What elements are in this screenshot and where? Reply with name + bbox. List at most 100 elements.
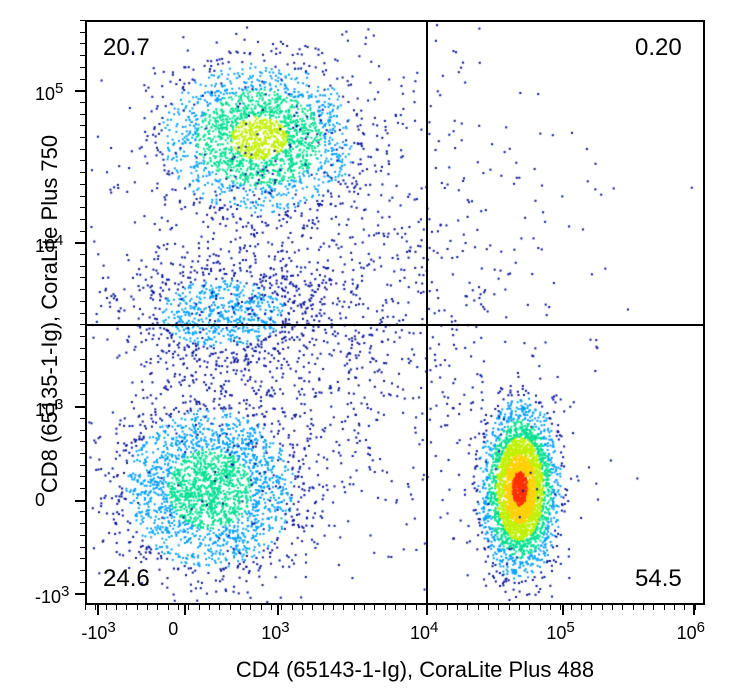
tick-minor: [80, 593, 85, 594]
tick-minor: [80, 500, 85, 501]
tick-minor: [80, 79, 85, 80]
quadrant-label-q4: 24.6: [103, 565, 150, 593]
tick-minor: [80, 231, 85, 232]
tick-minor: [80, 196, 85, 197]
tick-minor: [292, 605, 293, 610]
tick-minor: [323, 605, 324, 610]
tick-minor: [80, 114, 85, 115]
tick-minor: [106, 605, 107, 610]
tick-minor: [80, 55, 85, 56]
tick-minor: [80, 277, 85, 278]
tick-major: [184, 605, 186, 615]
tick-minor: [447, 605, 448, 610]
tick-minor: [80, 430, 85, 431]
tick-minor: [80, 125, 85, 126]
tick-minor: [374, 605, 375, 610]
tick-minor: [80, 149, 85, 150]
tick-minor: [560, 605, 561, 610]
tick-minor: [157, 605, 158, 610]
tick-minor: [95, 605, 96, 610]
tick-minor: [281, 605, 282, 610]
tick-minor: [395, 605, 396, 610]
tick-minor: [509, 605, 510, 610]
tick-minor: [80, 558, 85, 559]
tick-minor: [126, 605, 127, 610]
tick-minor: [80, 43, 85, 44]
tick-minor: [209, 605, 210, 610]
tick-minor: [343, 605, 344, 610]
tick-minor: [80, 418, 85, 419]
tick-label: -103: [35, 583, 69, 608]
tick-minor: [80, 219, 85, 220]
tick-minor: [80, 266, 85, 267]
tick-minor: [426, 605, 427, 610]
quadrant-line-vertical: [426, 20, 428, 605]
tick-minor: [80, 488, 85, 489]
tick-minor: [80, 32, 85, 33]
tick-minor: [178, 605, 179, 610]
tick-minor: [147, 605, 148, 610]
tick-minor: [80, 160, 85, 161]
tick-minor: [80, 383, 85, 384]
tick-minor: [80, 406, 85, 407]
tick-minor: [602, 605, 603, 610]
tick-minor: [80, 476, 85, 477]
tick-label: 0: [168, 619, 178, 640]
tick-minor: [168, 605, 169, 610]
tick-minor: [354, 605, 355, 610]
tick-label: 104: [410, 619, 438, 644]
tick-minor: [591, 605, 592, 610]
tick-minor: [684, 605, 685, 610]
tick-minor: [664, 605, 665, 610]
tick-minor: [261, 605, 262, 610]
tick-major: [562, 605, 564, 615]
tick-minor: [80, 394, 85, 395]
scatter-canvas: [85, 20, 705, 605]
tick-minor: [467, 605, 468, 610]
tick-minor: [302, 605, 303, 610]
tick-minor: [364, 605, 365, 610]
tick-minor: [653, 605, 654, 610]
tick-minor: [80, 172, 85, 173]
tick-minor: [540, 605, 541, 610]
tick-minor: [80, 453, 85, 454]
tick-minor: [240, 605, 241, 610]
tick-minor: [80, 137, 85, 138]
tick-minor: [385, 605, 386, 610]
tick-minor: [80, 324, 85, 325]
tick-minor: [80, 582, 85, 583]
tick-minor: [80, 20, 85, 21]
tick-minor: [571, 605, 572, 610]
tick-label: 0: [35, 490, 45, 511]
tick-minor: [80, 207, 85, 208]
tick-minor: [519, 605, 520, 610]
tick-minor: [612, 605, 613, 610]
tick-minor: [498, 605, 499, 610]
tick-minor: [85, 605, 86, 610]
tick-minor: [80, 523, 85, 524]
tick-minor: [436, 605, 437, 610]
tick-minor: [188, 605, 189, 610]
tick-minor: [622, 605, 623, 610]
tick-label: 104: [35, 232, 63, 257]
tick-minor: [80, 511, 85, 512]
tick-minor: [250, 605, 251, 610]
tick-minor: [80, 289, 85, 290]
tick-minor: [80, 336, 85, 337]
tick-major: [277, 605, 279, 615]
tick-minor: [80, 535, 85, 536]
tick-minor: [80, 184, 85, 185]
y-axis-label: CD8 (65135-1-Ig), CoraLite Plus 750: [37, 94, 63, 534]
tick-minor: [80, 254, 85, 255]
tick-label: 105: [35, 80, 63, 105]
tick-minor: [199, 605, 200, 610]
tick-minor: [80, 570, 85, 571]
tick-minor: [633, 605, 634, 610]
tick-minor: [80, 465, 85, 466]
tick-label: 103: [35, 396, 63, 421]
tick-minor: [219, 605, 220, 610]
x-axis-label: CD4 (65143-1-Ig), CoraLite Plus 488: [195, 657, 635, 683]
tick-minor: [695, 605, 696, 610]
tick-minor: [80, 359, 85, 360]
tick-minor: [478, 605, 479, 610]
